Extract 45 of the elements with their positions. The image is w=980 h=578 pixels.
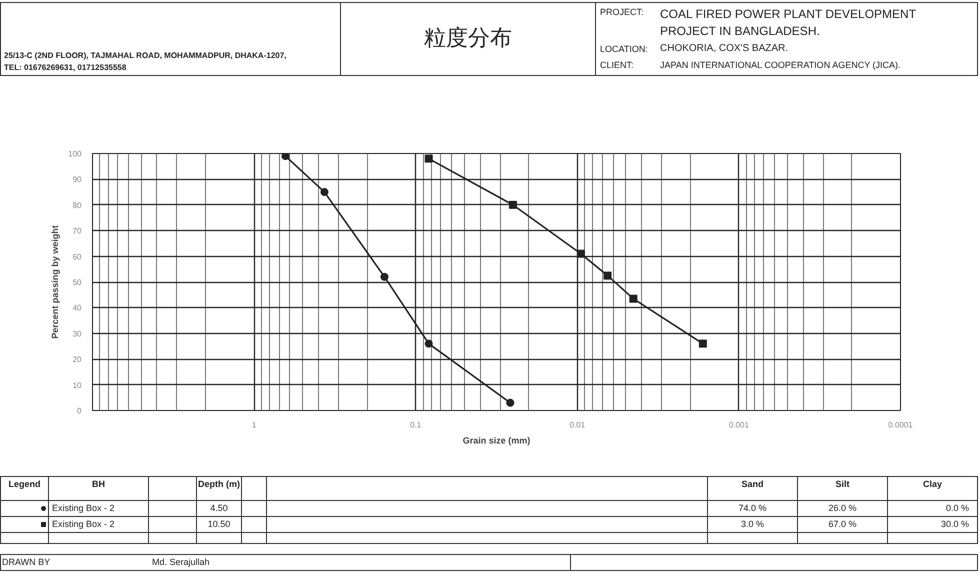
chart-title: 粒度分布 bbox=[340, 2, 596, 76]
text: Silt bbox=[798, 476, 888, 500]
text: 74.0 % bbox=[708, 500, 798, 516]
legend-label: Existing Box - 2 bbox=[48, 516, 148, 532]
x-tick-label: 0.0001 bbox=[888, 420, 914, 430]
text: TEL: 01676269631, 01712535558 bbox=[4, 62, 126, 72]
text: 4.50 bbox=[196, 500, 242, 516]
text: LOCATION: bbox=[599, 43, 649, 56]
text: CLIENT: bbox=[599, 58, 635, 72]
text: JAPAN INTERNATIONAL COOPERATION AGENCY (JICA). bbox=[659, 58, 902, 72]
text: 25/13-C (2ND FLOOR), TAJMAHAL ROAD, MOHAMMADPUR, DHAKA-1207, bbox=[4, 51, 286, 60]
text: 30.0 % bbox=[888, 516, 978, 532]
x-tick-label: 0.001 bbox=[728, 420, 750, 430]
x-tick-label: 0.01 bbox=[570, 420, 586, 430]
text: 67.0 % bbox=[798, 516, 888, 532]
y-tick-label: 60 bbox=[72, 252, 82, 262]
y-tick-label: 20 bbox=[72, 355, 82, 364]
text: BH bbox=[48, 476, 148, 500]
text: 3.0 % bbox=[708, 516, 798, 532]
y-tick-label: 90 bbox=[72, 175, 82, 184]
text: 10.50 bbox=[196, 516, 242, 532]
text: 0.0 % bbox=[888, 500, 978, 516]
text: CHOKORIA, COX'S BAZAR. bbox=[659, 42, 790, 56]
y-tick-label: 10 bbox=[72, 380, 82, 390]
text: Legend bbox=[0, 476, 48, 500]
legend-label: Existing Box - 2 bbox=[48, 500, 148, 516]
y-axis-title: Percent passing by weight bbox=[50, 225, 60, 339]
x-tick-label: 0.1 bbox=[410, 420, 422, 430]
y-tick-label: 80 bbox=[72, 200, 82, 210]
text: Clay bbox=[888, 476, 978, 500]
text: 26.0 % bbox=[798, 500, 888, 516]
text: Depth (m) bbox=[196, 476, 242, 500]
x-tick-label: 1 bbox=[252, 420, 257, 430]
y-tick-label: 50 bbox=[72, 278, 82, 287]
text: PROJECT: bbox=[599, 6, 645, 19]
y-tick-label: 70 bbox=[72, 226, 82, 236]
y-tick-label: 100 bbox=[68, 150, 82, 158]
x-axis-title: Grain size (mm) bbox=[462, 436, 530, 446]
y-tick-label: 30 bbox=[72, 329, 82, 338]
text: COAL FIRED POWER PLANT DEVELOPMENT PROJECT IN BANGLADESH. bbox=[659, 6, 917, 40]
y-tick-label: 40 bbox=[72, 304, 82, 313]
text: DRAWN BY bbox=[2, 556, 52, 569]
text: Sand bbox=[708, 476, 798, 500]
text: Md. Serajullah bbox=[152, 556, 210, 567]
y-tick-label: 0 bbox=[77, 406, 82, 416]
